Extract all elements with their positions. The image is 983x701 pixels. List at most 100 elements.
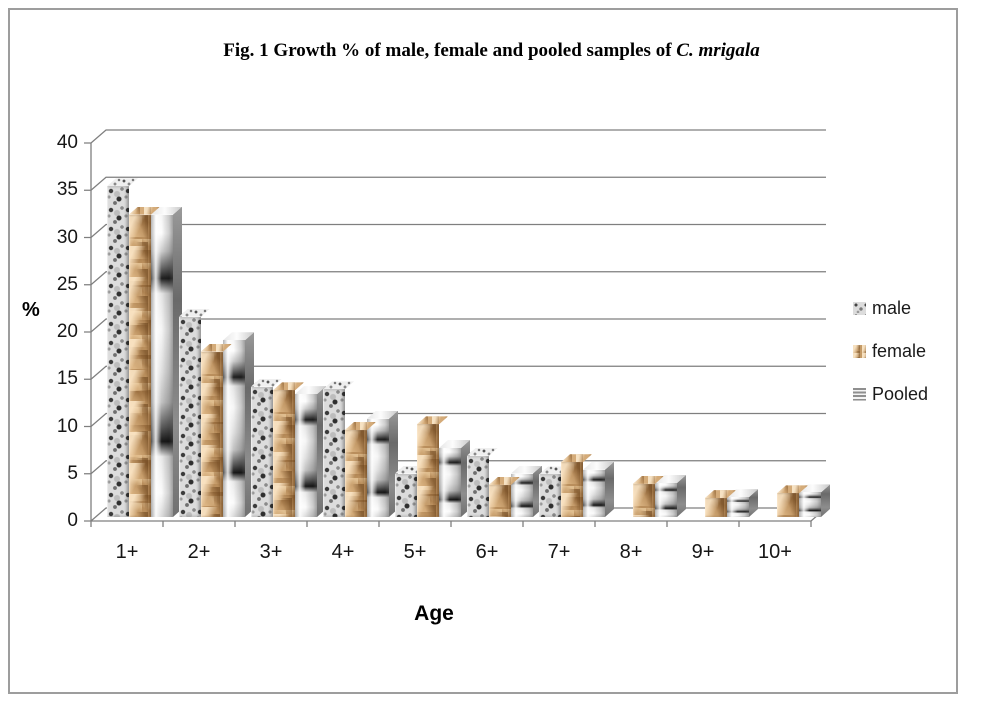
bar-cap-pooled-9+ [727, 489, 758, 498]
legend: male female Pooled [853, 297, 929, 428]
bar-side-pooled-7+ [605, 462, 614, 517]
bar-side-pooled-1+ [173, 207, 182, 517]
chart-title-text: Fig. 1 Growth % of male, female and pool… [223, 40, 677, 61]
bar-female-6+ [489, 484, 511, 517]
chart-title-species: C. mrigala [676, 40, 760, 61]
bar-cap-female-10+ [777, 485, 808, 494]
x-tick-label: 4+ [331, 541, 355, 563]
bar-cap-male-4+ [323, 381, 354, 390]
x-tick-label: 1+ [115, 541, 139, 563]
y-tick-label: 10 [56, 415, 78, 437]
x-tick-label: 3+ [259, 541, 283, 563]
bar-male-5+ [395, 473, 417, 517]
x-tick-label: 5+ [403, 541, 427, 563]
bar-female-1+ [129, 214, 151, 517]
bar-cap-pooled-4+ [367, 410, 398, 419]
x-tick-label: 2+ [187, 541, 211, 563]
legend-label-pooled: Pooled [872, 383, 929, 404]
legend-item-male: male [853, 297, 928, 318]
bar-cap-male-7+ [539, 466, 570, 475]
y-tick-label: 20 [56, 321, 78, 342]
x-tick-label: 7+ [547, 541, 571, 563]
y-tick-label: 5 [67, 462, 78, 484]
bar-cap-female-4+ [345, 422, 376, 431]
bar-cap-female-6+ [489, 476, 520, 485]
bar-female-5+ [417, 424, 439, 517]
y-tick-label: 15 [56, 368, 78, 390]
female-swatch-icon [853, 344, 866, 358]
bar-female-8+ [633, 483, 655, 517]
legend-label-female: female [872, 340, 927, 361]
bar-male-6+ [467, 455, 489, 517]
bar-female-10+ [777, 493, 799, 517]
bar-pooled-8+ [655, 482, 677, 517]
bar-cap-male-2+ [179, 308, 210, 317]
bar-male-2+ [179, 316, 201, 517]
bar-cap-pooled-6+ [511, 465, 542, 474]
bar-female-2+ [201, 351, 223, 517]
x-tick-label: 8+ [619, 541, 643, 563]
bar-pooled-10+ [799, 492, 821, 517]
bar-side-pooled-8+ [677, 475, 686, 517]
y-tick-label: 35 [56, 179, 78, 201]
bar-male-3+ [251, 386, 273, 517]
bar-female-9+ [705, 498, 727, 517]
bar-female-3+ [273, 390, 295, 517]
bar-male-1+ [107, 186, 129, 517]
x-axis-title: Age [414, 602, 454, 625]
bar-pooled-3+ [295, 394, 317, 517]
y-tick-label: 30 [56, 226, 78, 248]
x-tick-label: 9+ [691, 541, 715, 563]
bar-cap-male-5+ [395, 465, 426, 474]
y-axis-title: % [22, 299, 40, 321]
bar-pooled-4+ [367, 418, 389, 517]
bar-side-pooled-2+ [245, 332, 254, 517]
bar-cap-female-5+ [417, 416, 448, 425]
bar-cap-female-7+ [561, 454, 592, 463]
x-tick-label: 6+ [475, 541, 499, 563]
bar-cap-female-9+ [705, 490, 736, 499]
male-swatch-icon [853, 301, 866, 315]
legend-item-female: female [853, 340, 928, 361]
legend-label-male: male [872, 297, 912, 318]
bar-male-7+ [539, 474, 561, 517]
bar-cap-female-2+ [201, 343, 232, 352]
bar-pooled-5+ [439, 448, 461, 517]
bar-cap-female-8+ [633, 475, 664, 484]
bar-cap-male-3+ [251, 378, 282, 387]
bar-cap-pooled-1+ [151, 206, 182, 215]
bar-pooled-2+ [223, 340, 245, 517]
bar-female-4+ [345, 430, 367, 517]
bar-side-pooled-6+ [533, 466, 542, 517]
chart-title: Fig. 1 Growth % of male, female and pool… [30, 40, 953, 62]
bar-cap-pooled-10+ [799, 484, 830, 493]
bar-male-4+ [323, 389, 345, 517]
x-tick-label: 10+ [758, 541, 792, 563]
bar-pooled-9+ [727, 497, 749, 517]
bar-cap-pooled-3+ [295, 386, 326, 395]
bar-pooled-1+ [151, 214, 173, 517]
bar-pooled-7+ [583, 469, 605, 517]
bar-side-pooled-10+ [821, 484, 830, 517]
y-tick-label: 0 [67, 510, 78, 531]
bar-cap-pooled-2+ [223, 332, 254, 341]
bar-pooled-6+ [511, 473, 533, 517]
bar-cap-male-1+ [107, 178, 138, 187]
bar-side-pooled-9+ [749, 489, 758, 517]
bar-cap-pooled-5+ [439, 440, 470, 448]
page-border [8, 8, 958, 694]
bar-cap-female-1+ [129, 206, 160, 215]
bar-cap-pooled-7+ [583, 461, 614, 470]
pooled-swatch-icon [853, 387, 866, 401]
bar-female-7+ [561, 462, 583, 517]
bar-cap-male-6+ [467, 447, 498, 456]
bar-side-pooled-5+ [461, 440, 470, 517]
bar-cap-pooled-8+ [655, 474, 686, 483]
legend-item-pooled: Pooled [853, 383, 929, 404]
bar-cap-female-3+ [273, 382, 304, 391]
bar-side-pooled-4+ [389, 411, 398, 517]
y-tick-label: 25 [56, 273, 78, 295]
bar-side-pooled-3+ [317, 386, 326, 517]
